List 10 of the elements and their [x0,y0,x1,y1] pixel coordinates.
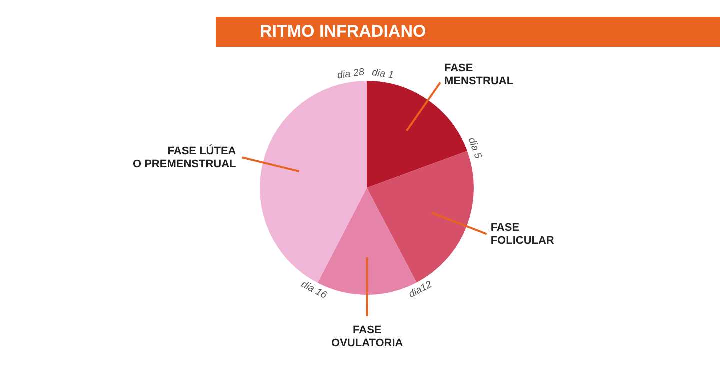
slice-label: FASE OVULATORIA [332,324,404,350]
text: dia 1 [372,67,395,82]
chart-title: RITMO INFRADIANO [216,17,720,47]
slice-label: FASE LÚTEA O PREMENSTRUAL [132,144,237,171]
text: dia 16 [299,279,330,302]
text: dia12 [407,279,434,301]
slice-label: FASE FOLICULAR [490,222,554,248]
text: dia 28 [336,66,366,82]
slice-label: FASE MENSTRUAL [444,62,514,88]
text: dia 5 [466,136,484,161]
